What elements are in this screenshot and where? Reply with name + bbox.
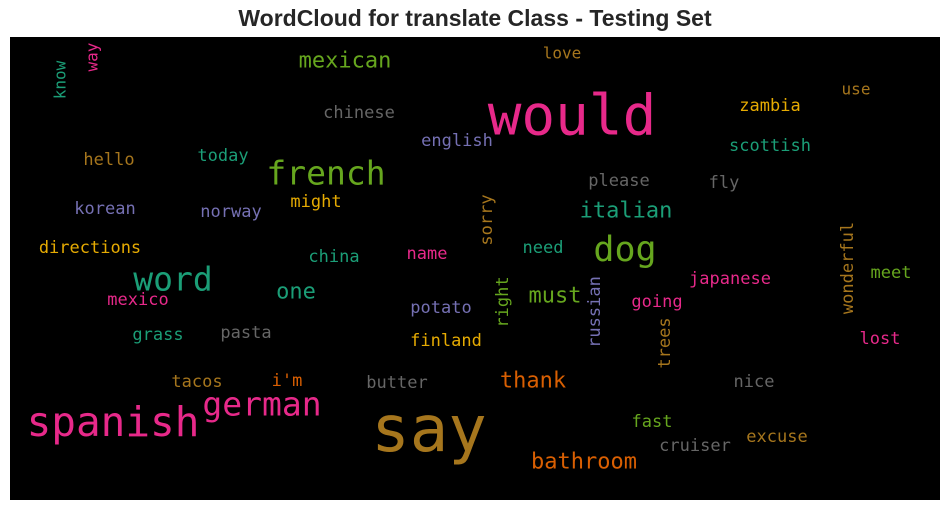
cloud-background [10,37,940,500]
word: wonderful [838,222,858,314]
word: thank [500,369,566,394]
word: finland [410,331,482,351]
word: must [529,284,582,309]
word: say [371,393,487,467]
word: lost [860,329,901,349]
word: right [493,276,513,327]
word: norway [200,202,261,222]
word: i'm [272,371,303,391]
word: china [308,247,359,267]
word: cruiser [659,436,731,456]
word: zambia [739,96,800,116]
word: fast [632,412,673,432]
word: japanese [689,269,771,289]
word: scottish [729,136,811,156]
word: know [51,60,70,99]
word: spanish [27,398,200,446]
word: would [488,84,657,149]
word: bathroom [531,450,637,475]
word: russian [585,276,605,348]
word: korean [74,199,135,219]
word: pasta [220,323,271,343]
word: today [197,146,248,166]
word: chinese [323,103,395,123]
word: use [842,80,871,99]
word: name [407,244,448,264]
word: word [133,260,212,299]
word: one [276,280,316,305]
word: potato [410,298,471,318]
word: fly [709,173,740,193]
word: italian [580,199,673,224]
word: nice [734,372,775,392]
word: mexican [299,49,392,74]
word: need [523,238,564,258]
word: directions [39,238,141,258]
chart-title: WordCloud for translate Class - Testing … [238,5,712,31]
word: english [421,131,493,151]
word: sorry [477,194,497,245]
word: might [290,192,341,212]
word: butter [366,373,427,393]
word: german [202,385,321,424]
word: dog [593,230,656,270]
word: love [543,44,582,63]
word: trees [655,317,675,368]
word: grass [132,325,183,345]
word: meet [871,263,912,283]
word: excuse [746,427,807,447]
word: going [631,292,682,312]
word: tacos [171,372,222,392]
word: way [83,42,102,71]
word: french [266,154,385,193]
word: hello [83,150,134,170]
word: mexico [107,290,168,310]
word: please [588,171,649,191]
